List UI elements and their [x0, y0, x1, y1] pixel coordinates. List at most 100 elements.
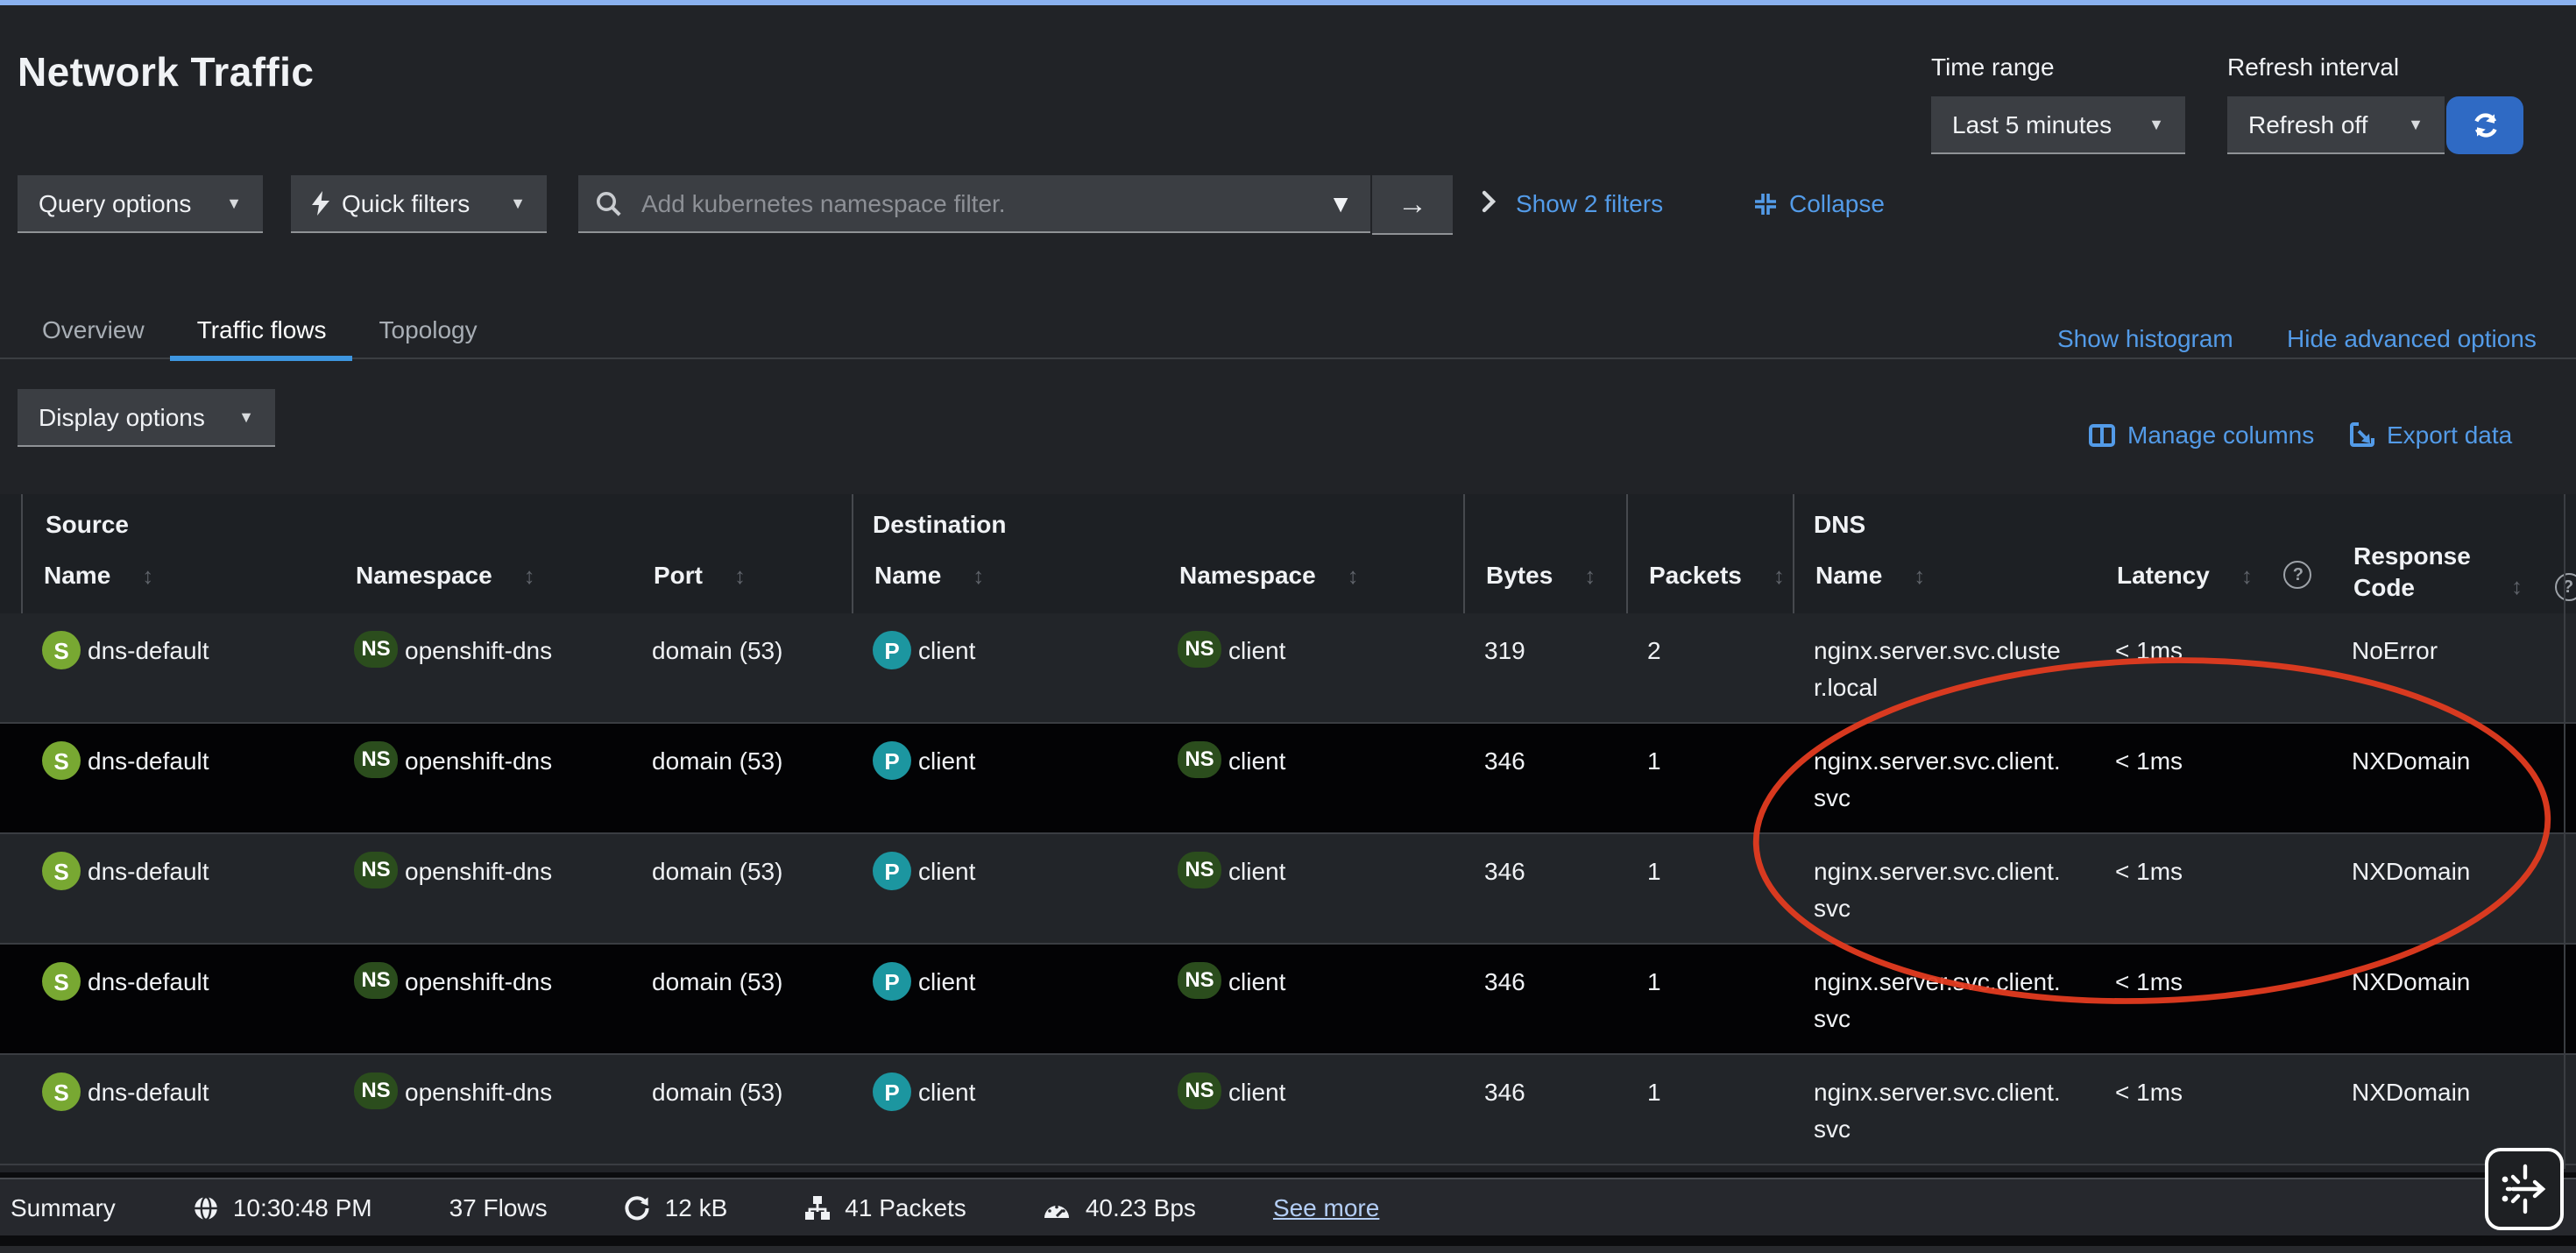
column-header-latency[interactable]: Latency ↕?: [2117, 561, 2312, 589]
header-column-divider: [1463, 494, 1465, 613]
pod-badge: P: [873, 962, 911, 1001]
globe-icon: [193, 1194, 219, 1221]
expand-filters-chevron-icon[interactable]: [1481, 189, 1497, 214]
column-header-name[interactable]: Name ↕: [44, 561, 153, 589]
tab-traffic-flows[interactable]: Traffic flows: [170, 308, 353, 361]
chevron-down-icon: ▼: [238, 408, 254, 426]
column-header-name[interactable]: Name ↕: [1815, 561, 1925, 589]
packets-cell: 1: [1647, 967, 1661, 995]
quick-filters-dropdown[interactable]: Quick filters ▼: [291, 175, 547, 233]
show-histogram-link[interactable]: Show histogram: [2057, 324, 2233, 352]
dns-response-code-cell: NoError: [2352, 636, 2438, 664]
apply-filter-button[interactable]: →: [1372, 175, 1453, 235]
column-header-packets[interactable]: Packets ↕: [1649, 561, 1785, 589]
pod-badge: P: [873, 1072, 911, 1111]
manage-columns-label: Manage columns: [2127, 421, 2315, 449]
service-badge: S: [42, 741, 81, 780]
dns-name-cell: nginx.server.svc.client.svc: [1814, 747, 2061, 811]
export-data-label: Export data: [2387, 421, 2513, 449]
filter-search-container: ▼: [578, 175, 1370, 233]
column-label: Name: [874, 561, 942, 589]
dns-latency-cell: < 1ms: [2115, 1078, 2183, 1106]
source-namespace-cell: NS openshift-dns: [333, 834, 631, 943]
column-header-namespace[interactable]: Namespace ↕: [356, 561, 535, 589]
display-options-dropdown[interactable]: Display options ▼: [18, 389, 275, 447]
namespace-badge: NS: [1178, 852, 1221, 888]
bytes-cell: 346: [1484, 857, 1525, 885]
summary-time: 10:30:48 PM: [193, 1193, 372, 1221]
sort-icon[interactable]: ↕: [973, 562, 985, 588]
source-namespace-cell: NS openshift-dns: [333, 945, 631, 1053]
column-label: Response Code: [2353, 542, 2471, 601]
page-title: Network Traffic: [18, 49, 315, 95]
time-range-select[interactable]: Last 5 minutes ▼: [1931, 96, 2185, 154]
service-badge: S: [42, 962, 81, 1001]
help-icon[interactable]: ?: [2283, 561, 2312, 589]
collapse-label: Collapse: [1789, 189, 1885, 217]
circular-arrow-icon: [625, 1194, 651, 1221]
tab-topology[interactable]: Topology: [379, 315, 478, 343]
arrow-right-icon: →: [1398, 187, 1427, 220]
column-header-name[interactable]: Name ↕: [874, 561, 984, 589]
export-icon: [2350, 422, 2374, 447]
summary-packets: 41 Packets: [804, 1193, 966, 1221]
sort-icon[interactable]: ↕: [2240, 562, 2253, 588]
column-group-destination: Destination: [873, 510, 1007, 538]
bytes-cell: 346: [1484, 967, 1525, 995]
summary-label: Summary: [11, 1193, 116, 1221]
namespace-badge: NS: [1178, 631, 1221, 668]
click-burst-arrow-icon: [2501, 1164, 2548, 1214]
sort-icon[interactable]: ↕: [1773, 562, 1785, 588]
chevron-down-icon[interactable]: ▼: [1328, 189, 1353, 217]
sort-icon[interactable]: ↕: [734, 562, 746, 588]
query-options-dropdown[interactable]: Query options ▼: [18, 175, 263, 233]
show-filters-link[interactable]: Show 2 filters: [1516, 189, 1663, 217]
dns-latency-cell: < 1ms: [2115, 857, 2183, 885]
header-column-divider: [21, 494, 23, 613]
export-data-link[interactable]: Export data: [2350, 421, 2512, 449]
column-label: Name: [44, 561, 111, 589]
packets-cell: 1: [1647, 1078, 1661, 1106]
source-namespace-cell: NS openshift-dns: [333, 1055, 631, 1164]
manage-columns-link[interactable]: Manage columns: [2089, 421, 2314, 449]
chevron-down-icon: ▼: [2148, 116, 2164, 133]
cursor-action-button[interactable]: [2485, 1148, 2564, 1230]
chevron-down-icon: ▼: [510, 195, 526, 212]
collapse-link[interactable]: Collapse: [1754, 189, 1885, 217]
tab-overview[interactable]: Overview: [42, 315, 145, 343]
sort-icon[interactable]: ↕: [1347, 562, 1359, 588]
column-header-namespace[interactable]: Namespace ↕: [1179, 561, 1359, 589]
column-header-port[interactable]: Port ↕: [654, 561, 746, 589]
column-header-bytes[interactable]: Bytes ↕: [1486, 561, 1596, 589]
hide-advanced-options-link[interactable]: Hide advanced options: [2287, 324, 2537, 352]
refresh-interval-value: Refresh off: [2248, 110, 2368, 138]
column-header-response-code[interactable]: Response Code ↕?: [2353, 540, 2576, 603]
sort-icon[interactable]: ↕: [523, 562, 535, 588]
sort-icon[interactable]: ↕: [142, 562, 154, 588]
namespace-badge: NS: [354, 852, 398, 888]
source-namespace-cell: NS openshift-dns: [333, 724, 631, 832]
refresh-interval-select[interactable]: Refresh off ▼: [2227, 96, 2445, 154]
summary-volume-value: 12 kB: [664, 1193, 728, 1221]
sort-icon[interactable]: ↕: [2511, 573, 2523, 599]
sort-icon[interactable]: ↕: [1914, 562, 1926, 588]
source-port-cell: domain (53): [652, 967, 783, 995]
refresh-now-button[interactable]: [2446, 96, 2523, 154]
column-label: Latency: [2117, 561, 2210, 589]
summary-packets-value: 41 Packets: [845, 1193, 966, 1221]
sort-icon[interactable]: ↕: [1584, 562, 1596, 588]
see-more-link[interactable]: See more: [1272, 1193, 1380, 1221]
columns-icon: [2089, 423, 2115, 446]
namespace-filter-input[interactable]: [638, 188, 1329, 219]
show-filters-label: Show 2 filters: [1516, 189, 1664, 217]
